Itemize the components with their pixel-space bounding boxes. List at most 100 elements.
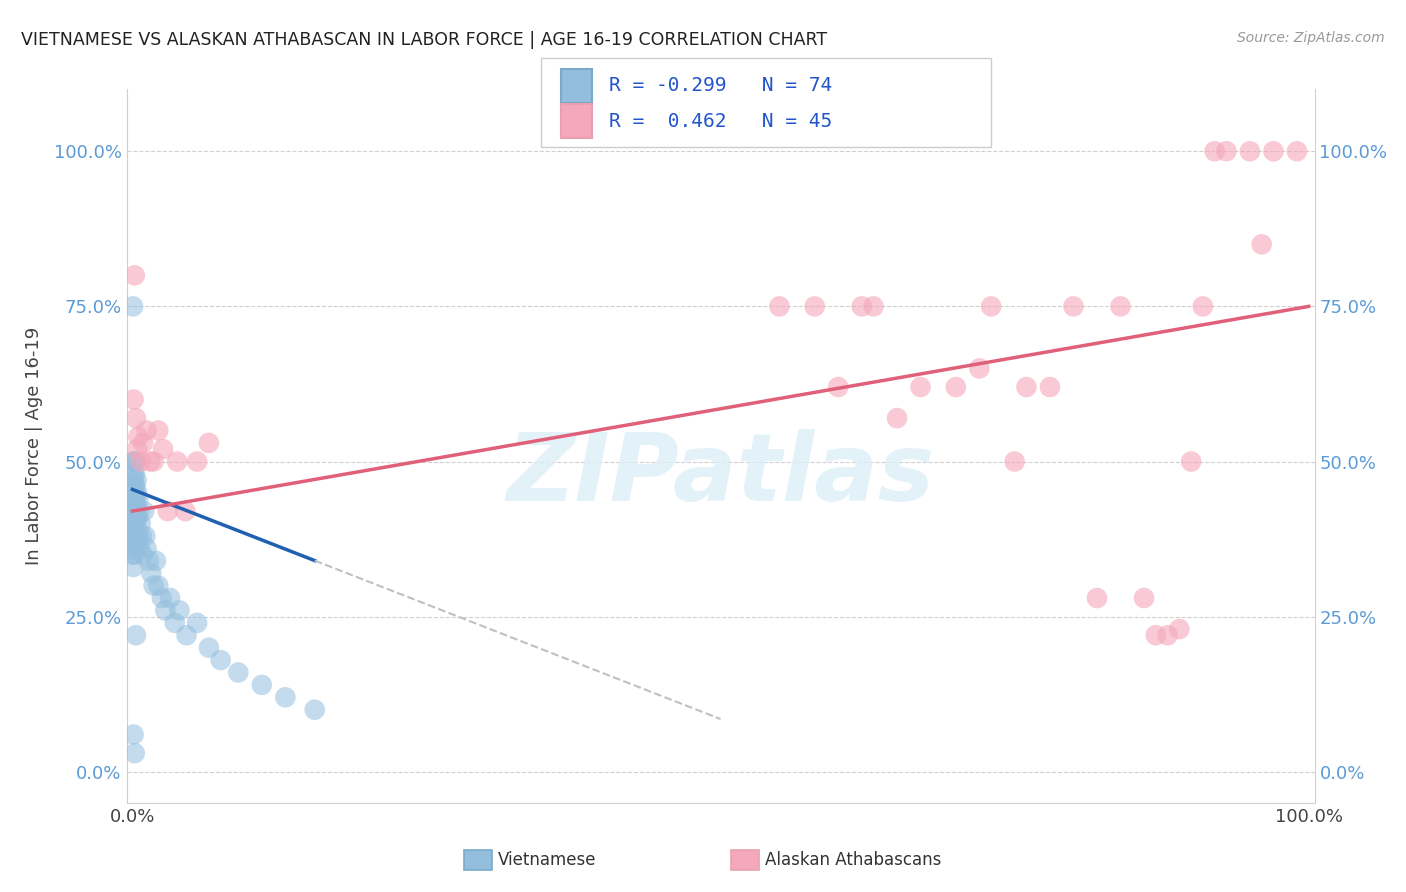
Text: R =  0.462   N = 45: R = 0.462 N = 45 — [609, 112, 832, 131]
Text: ZIPatlas: ZIPatlas — [506, 428, 935, 521]
Point — [134, 529, 156, 543]
Point — [1156, 628, 1178, 642]
Point — [1168, 622, 1191, 636]
Point — [122, 485, 145, 500]
Point — [1004, 454, 1026, 468]
Point — [174, 504, 197, 518]
Text: Vietnamese: Vietnamese — [498, 851, 596, 869]
Point — [125, 516, 148, 531]
Point — [132, 436, 155, 450]
Point — [176, 628, 198, 642]
Point — [1144, 628, 1167, 642]
Point — [127, 442, 149, 456]
Point — [945, 380, 967, 394]
Point — [803, 299, 825, 313]
Point — [156, 504, 179, 518]
Point — [910, 380, 932, 394]
Point — [122, 541, 145, 556]
Point — [127, 510, 149, 524]
Point — [166, 454, 188, 468]
Point — [125, 411, 148, 425]
Point — [250, 678, 273, 692]
Point — [1192, 299, 1215, 313]
Point — [124, 746, 146, 760]
Point — [186, 615, 208, 630]
Point — [274, 690, 297, 705]
Point — [969, 361, 991, 376]
Text: Alaskan Athabascans: Alaskan Athabascans — [765, 851, 941, 869]
Point — [768, 299, 790, 313]
Point — [124, 485, 146, 500]
Point — [122, 529, 145, 543]
Point — [304, 703, 326, 717]
Point — [148, 579, 170, 593]
Point — [122, 504, 145, 518]
Point — [198, 436, 221, 450]
Point — [122, 467, 145, 481]
Point — [124, 467, 146, 481]
Point — [129, 516, 152, 531]
Point — [124, 268, 146, 283]
Point — [198, 640, 221, 655]
Point — [122, 498, 145, 512]
Point — [134, 504, 156, 518]
Text: VIETNAMESE VS ALASKAN ATHABASCAN IN LABOR FORCE | AGE 16-19 CORRELATION CHART: VIETNAMESE VS ALASKAN ATHABASCAN IN LABO… — [21, 31, 827, 49]
Point — [1215, 145, 1237, 159]
Text: R = -0.299   N = 74: R = -0.299 N = 74 — [609, 76, 832, 95]
Point — [150, 591, 173, 605]
Point — [980, 299, 1002, 313]
Point — [159, 591, 181, 605]
Point — [886, 411, 908, 425]
Point — [125, 498, 148, 512]
Point — [1285, 145, 1308, 159]
Point — [135, 424, 157, 438]
Point — [141, 566, 163, 581]
Point — [124, 454, 146, 468]
Point — [122, 479, 145, 493]
Point — [1062, 299, 1084, 313]
Point — [127, 529, 149, 543]
Point — [851, 299, 873, 313]
Text: Source: ZipAtlas.com: Source: ZipAtlas.com — [1237, 31, 1385, 45]
Point — [132, 548, 155, 562]
Point — [142, 454, 165, 468]
Point — [122, 529, 145, 543]
Point — [122, 498, 145, 512]
Point — [125, 491, 148, 506]
Point — [122, 529, 145, 543]
Point — [145, 554, 167, 568]
Point — [128, 541, 150, 556]
Point — [169, 603, 191, 617]
Point — [163, 615, 186, 630]
Point — [209, 653, 232, 667]
Point — [124, 504, 146, 518]
Point — [862, 299, 884, 313]
Point — [122, 516, 145, 531]
Point — [128, 504, 150, 518]
Point — [131, 529, 153, 543]
Point — [226, 665, 249, 680]
Point — [122, 479, 145, 493]
Point — [122, 454, 145, 468]
Y-axis label: In Labor Force | Age 16-19: In Labor Force | Age 16-19 — [24, 326, 42, 566]
Point — [135, 541, 157, 556]
Point — [125, 454, 148, 468]
Point — [1133, 591, 1156, 605]
Point — [122, 516, 145, 531]
Point — [122, 392, 145, 407]
Point — [122, 535, 145, 549]
Point — [121, 491, 143, 506]
Point — [127, 491, 149, 506]
Point — [1263, 145, 1285, 159]
Point — [186, 454, 208, 468]
Point — [122, 560, 145, 574]
Point — [827, 380, 849, 394]
Point — [125, 628, 148, 642]
Point — [125, 473, 148, 487]
Point — [1239, 145, 1261, 159]
Point — [122, 510, 145, 524]
Point — [1085, 591, 1108, 605]
Point — [1250, 237, 1272, 252]
Point — [122, 473, 145, 487]
Point — [138, 554, 160, 568]
